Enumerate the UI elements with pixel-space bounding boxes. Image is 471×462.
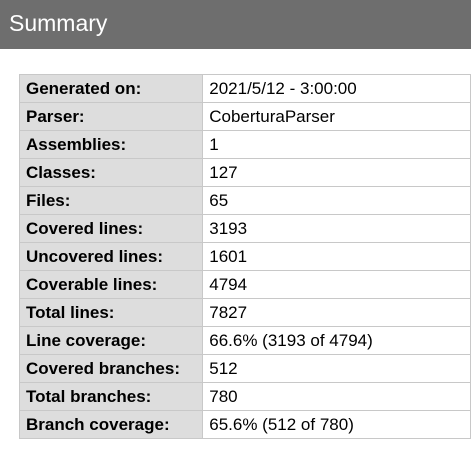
summary-header: Summary	[0, 0, 471, 49]
row-value: 3193	[202, 214, 471, 243]
row-label: Branch coverage:	[18, 410, 204, 439]
row-label: Parser:	[18, 102, 204, 131]
table-row: Assemblies: 1	[18, 130, 471, 159]
row-value: 2021/5/12 - 3:00:00	[202, 74, 471, 103]
row-value: CoberturaParser	[202, 102, 471, 131]
row-value: 1601	[202, 242, 471, 271]
table-row: Covered branches: 512	[18, 354, 471, 383]
row-label: Generated on:	[18, 74, 204, 103]
table-row: Total branches: 780	[18, 382, 471, 411]
row-label: Classes:	[18, 158, 204, 187]
row-value: 65.6% (512 of 780)	[202, 410, 471, 439]
row-value: 7827	[202, 298, 471, 327]
row-label: Uncovered lines:	[18, 242, 204, 271]
row-label: Covered lines:	[18, 214, 204, 243]
table-row: Line coverage: 66.6% (3193 of 4794)	[18, 326, 471, 355]
table-row: Files: 65	[18, 186, 471, 215]
table-row: Uncovered lines: 1601	[18, 242, 471, 271]
row-label: Assemblies:	[18, 130, 204, 159]
row-value: 65	[202, 186, 471, 215]
row-label: Coverable lines:	[18, 270, 204, 299]
row-label: Files:	[18, 186, 204, 215]
row-value: 1	[202, 130, 471, 159]
table-row: Classes: 127	[18, 158, 471, 187]
table-row: Coverable lines: 4794	[18, 270, 471, 299]
row-value: 127	[202, 158, 471, 187]
row-label: Total lines:	[18, 298, 204, 327]
table-row: Total lines: 7827	[18, 298, 471, 327]
table-row: Branch coverage: 65.6% (512 of 780)	[18, 410, 471, 439]
row-label: Covered branches:	[18, 354, 204, 383]
table-row: Parser: CoberturaParser	[18, 102, 471, 131]
summary-table: Generated on: 2021/5/12 - 3:00:00 Parser…	[18, 74, 471, 439]
row-value: 4794	[202, 270, 471, 299]
table-row: Generated on: 2021/5/12 - 3:00:00	[18, 74, 471, 103]
page-title: Summary	[9, 10, 108, 36]
row-label: Total branches:	[18, 382, 204, 411]
row-value: 66.6% (3193 of 4794)	[202, 326, 471, 355]
table-row: Covered lines: 3193	[18, 214, 471, 243]
row-value: 780	[202, 382, 471, 411]
row-value: 512	[202, 354, 471, 383]
row-label: Line coverage:	[18, 326, 204, 355]
